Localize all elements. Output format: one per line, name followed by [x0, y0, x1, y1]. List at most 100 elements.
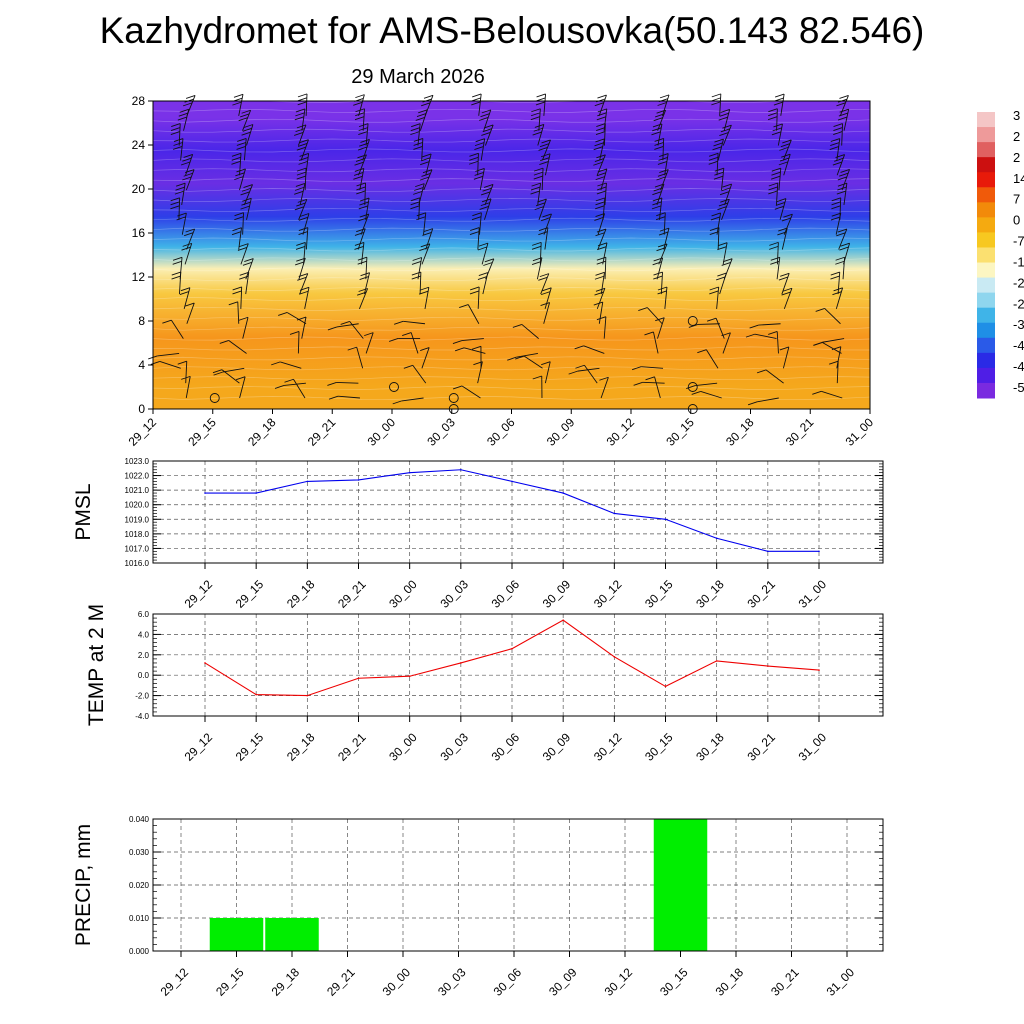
wind-barb-flag — [656, 212, 666, 217]
temperature-contour — [152, 267, 871, 272]
wind-barb-flag — [833, 127, 843, 131]
wind-barb-flag — [769, 241, 779, 246]
wind-barb-staff — [185, 376, 191, 399]
temperature-contour — [152, 237, 871, 242]
wind-barb-flag — [597, 182, 607, 187]
wind-barb-flag — [411, 123, 421, 128]
y-tick-label: 12 — [132, 270, 146, 284]
wind-barb-flag — [839, 246, 849, 251]
wind-barb-flag — [478, 272, 488, 277]
wind-barb-flag — [596, 228, 607, 233]
wind-barb-flag — [541, 361, 551, 366]
wind-barb-flag — [655, 216, 666, 221]
wind-barb-flag — [179, 108, 189, 113]
wind-barb-flag — [654, 145, 664, 150]
wind-barb-flag — [359, 142, 369, 147]
wind-barb-flag — [837, 228, 847, 233]
wind-barb-flag — [238, 117, 248, 122]
wind-barb-staff — [544, 153, 551, 176]
wind-barb-flag — [837, 182, 848, 187]
wind-barb-flag — [358, 205, 368, 210]
wind-barb-staff — [523, 355, 543, 369]
wind-barb-flag — [233, 93, 244, 98]
data-point — [255, 492, 257, 494]
wind-barb-staff — [700, 391, 722, 399]
wind-barb-flag — [540, 153, 551, 158]
wind-barb-staff — [836, 346, 842, 369]
wind-barb-flag — [360, 272, 370, 277]
wind-barb-flag — [538, 146, 548, 151]
y-tick-label: 0.000 — [129, 947, 150, 956]
wind-barb-staff — [186, 228, 196, 250]
wind-barb-flag — [708, 156, 719, 161]
wind-barb-staff — [301, 316, 307, 339]
wind-barb-staff — [822, 342, 842, 354]
wind-barb-flag — [533, 127, 543, 132]
wind-barb-flag — [530, 186, 541, 191]
wind-barb-staff — [841, 123, 844, 146]
wind-barb-flag — [162, 319, 172, 324]
wind-barb-flag — [531, 182, 541, 187]
calm-wind-marker — [389, 382, 399, 392]
colorbar-label: 2 — [1013, 129, 1020, 144]
temperature-contour — [152, 316, 871, 321]
wind-barb-flag — [295, 245, 306, 250]
wind-barb-staff — [364, 182, 367, 205]
wind-barb-flag — [299, 213, 310, 217]
wind-barb-staff — [246, 198, 252, 220]
wind-barb-flag — [356, 228, 366, 233]
wind-barb-flag — [411, 261, 422, 265]
wind-barb-flag — [483, 184, 494, 188]
wind-barb-flag — [357, 146, 368, 151]
wind-barb-flag — [595, 138, 605, 143]
wind-barb-flag — [358, 131, 368, 136]
wind-barb-staff — [243, 138, 247, 161]
wind-barb-flag — [484, 258, 494, 263]
wind-barb-flag — [170, 201, 180, 206]
wind-barb-staff — [365, 332, 374, 354]
wind-barb-staff — [821, 390, 843, 399]
x-tick-label: 29_21 — [335, 730, 369, 764]
wind-barb-flag — [420, 102, 431, 107]
wind-barb-flag — [170, 131, 180, 135]
x-tick-label: 30_03 — [437, 730, 471, 764]
x-tick-label: 30_00 — [386, 730, 420, 764]
x-tick-label: 30_12 — [591, 730, 625, 764]
wind-barb-staff — [536, 257, 543, 280]
wind-barb-flag — [422, 169, 433, 174]
wind-barb-staff — [425, 153, 432, 176]
x-tick-label: 30_18 — [713, 965, 747, 999]
x-tick-label: 30_09 — [546, 965, 580, 999]
x-tick-label: 30_12 — [604, 415, 638, 449]
wind-barb-staff — [722, 124, 732, 146]
wind-barb-flag — [595, 197, 605, 202]
wind-barb-staff — [600, 168, 608, 191]
wind-barb-staff — [424, 287, 430, 309]
wind-barb-flag — [388, 338, 399, 342]
wind-barb-flag — [657, 243, 668, 248]
temperature-contour — [152, 247, 871, 252]
wind-barb-flag — [472, 212, 482, 217]
wind-barb-flag — [242, 127, 252, 132]
temperature-contour — [152, 297, 871, 301]
wind-barb-flag — [540, 302, 550, 306]
wind-barb-flag — [185, 95, 196, 99]
wind-barb-flag — [235, 376, 246, 381]
wind-barb-flag — [830, 271, 840, 276]
wind-barb-staff — [775, 182, 779, 205]
wind-barb-staff — [421, 347, 430, 369]
wind-barb-flag — [296, 146, 306, 151]
wind-barb-flag — [177, 116, 187, 121]
wind-barb-staff — [477, 227, 480, 250]
x-tick-label: 30_12 — [602, 965, 636, 999]
wind-barb-staff — [480, 138, 486, 161]
wind-barb-staff — [776, 331, 779, 354]
wind-barb-staff — [843, 243, 851, 265]
wind-barb-staff — [412, 365, 427, 384]
wind-barb-staff — [604, 257, 607, 280]
wind-barb-flag — [708, 152, 719, 157]
y-tick-label: 1016.0 — [125, 559, 150, 568]
wind-barb-staff — [159, 360, 181, 369]
wind-barb-flag — [416, 216, 426, 221]
data-point — [664, 685, 667, 688]
